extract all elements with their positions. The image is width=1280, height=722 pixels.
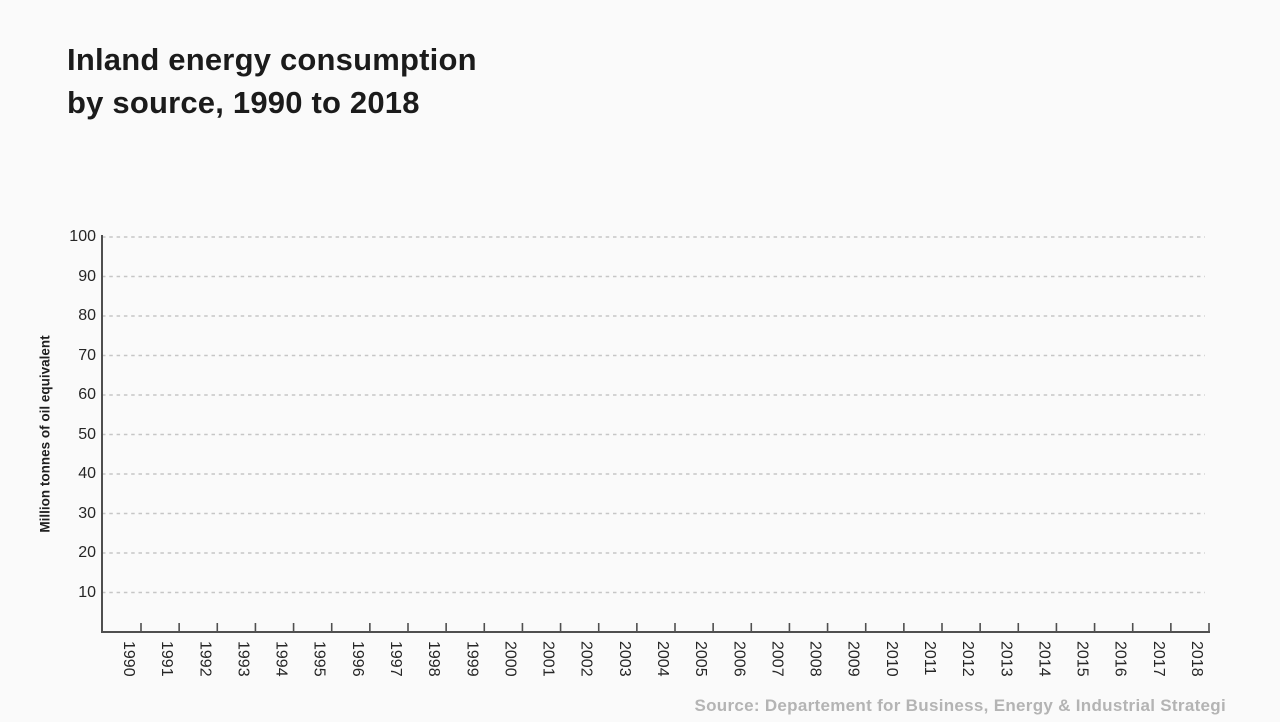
y-tick-label-70: 70 — [78, 346, 96, 364]
x-tick-label-1992: 1992 — [196, 641, 214, 677]
x-tick-label-2014: 2014 — [1035, 641, 1053, 677]
x-tick-label-1996: 1996 — [348, 641, 366, 677]
y-tick-label-60: 60 — [78, 386, 96, 403]
y-tick-label-40: 40 — [78, 465, 96, 482]
chart-title-line2: by source, 1990 to 2018 — [67, 85, 420, 120]
y-tick-label-80: 80 — [78, 307, 96, 324]
x-tick-label-2012: 2012 — [959, 641, 977, 677]
x-tick-label-2009: 2009 — [844, 641, 862, 677]
x-tick-label-2002: 2002 — [577, 641, 595, 677]
x-tick-label-2005: 2005 — [692, 641, 710, 677]
chart-title-line1: Inland energy consumption — [67, 42, 477, 77]
y-tick-label-100: 100 — [69, 228, 96, 245]
x-tick-label-1999: 1999 — [463, 641, 481, 677]
x-tick-label-2001: 2001 — [539, 641, 557, 677]
x-tick-label-1995: 1995 — [310, 641, 328, 677]
x-tick-label-1990: 1990 — [120, 641, 137, 677]
x-tick-label-2017: 2017 — [1149, 641, 1167, 677]
x-tick-label-2000: 2000 — [501, 641, 519, 677]
x-tick-label-2018: 2018 — [1188, 641, 1205, 677]
x-tick-label-2011: 2011 — [921, 641, 938, 676]
chart-title: Inland energy consumption by source, 199… — [67, 38, 477, 124]
y-tick-label-50: 50 — [78, 425, 96, 443]
x-tick-label-2007: 2007 — [768, 641, 786, 677]
x-tick-label-1994: 1994 — [272, 641, 290, 677]
x-tick-label-2006: 2006 — [730, 641, 748, 677]
x-tick-label-2016: 2016 — [1111, 641, 1129, 677]
x-tick-label-1991: 1991 — [158, 641, 176, 677]
source-note: Source: Departement for Business, Energy… — [694, 696, 1226, 715]
x-tick-label-1998: 1998 — [425, 641, 443, 677]
y-tick-label-30: 30 — [78, 504, 96, 522]
x-tick-label-2015: 2015 — [1073, 641, 1091, 677]
y-tick-label-10: 10 — [78, 583, 96, 601]
y-tick-label-90: 90 — [78, 267, 96, 285]
x-tick-label-1993: 1993 — [234, 641, 252, 677]
x-tick-label-1997: 1997 — [387, 641, 404, 677]
x-tick-label-2013: 2013 — [997, 641, 1015, 677]
y-tick-label-20: 20 — [78, 544, 96, 561]
x-tick-label-2008: 2008 — [806, 641, 824, 677]
x-tick-label-2004: 2004 — [654, 641, 671, 677]
x-tick-label-2003: 2003 — [615, 641, 633, 677]
x-tick-label-2010: 2010 — [882, 641, 900, 677]
